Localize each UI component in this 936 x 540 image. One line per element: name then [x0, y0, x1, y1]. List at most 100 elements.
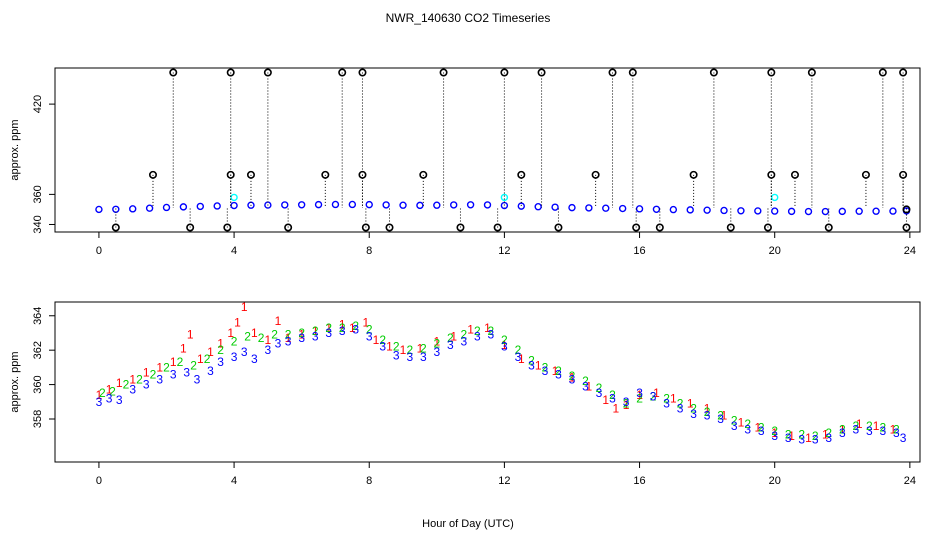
point-label-2: 2: [406, 343, 413, 357]
outlier-point: [807, 68, 816, 77]
point-label-1: 1: [227, 326, 234, 340]
point-label-3: 3: [241, 345, 248, 359]
point-label-2: 2: [339, 321, 346, 335]
point-label-3: 3: [852, 422, 859, 436]
outlier-point: [899, 68, 908, 77]
point-label-3: 3: [771, 429, 778, 443]
point-label-3: 3: [231, 350, 238, 364]
point-label-3: 3: [183, 366, 190, 380]
point-label-2: 2: [150, 367, 157, 381]
data-point: [585, 204, 593, 212]
point-label-2: 2: [177, 355, 184, 369]
point-label-2: 2: [852, 419, 859, 433]
point-label-1: 1: [623, 398, 630, 412]
point-label-1: 1: [275, 314, 282, 328]
data-point: [551, 203, 559, 211]
point-label-2: 2: [366, 323, 373, 337]
outlier-point: [321, 170, 330, 179]
point-label-2: 2: [271, 328, 278, 342]
point-label-2: 2: [393, 340, 400, 354]
point-label-3: 3: [406, 350, 413, 364]
point-label-2: 2: [582, 374, 589, 388]
point-label-3: 3: [758, 424, 765, 438]
data-point: [669, 205, 678, 214]
x-tick-label: 20: [769, 245, 781, 257]
x-tick-label: 4: [231, 475, 237, 487]
outlier-point: [902, 205, 911, 214]
point-label-2: 2: [244, 329, 251, 343]
point-label-2: 2: [298, 326, 305, 340]
point-label-3: 3: [717, 412, 724, 426]
point-label-2: 2: [650, 390, 657, 404]
point-label-3: 3: [447, 338, 454, 352]
point-label-3: 3: [731, 419, 738, 433]
x-tick-label: 0: [96, 475, 102, 487]
point-label-1: 1: [417, 341, 424, 355]
point-label-1: 1: [450, 329, 457, 343]
data-point: [771, 207, 779, 215]
point-label-1: 1: [251, 326, 258, 340]
outlier-point: [358, 68, 367, 77]
point-label-1: 1: [822, 427, 829, 441]
point-label-3: 3: [298, 331, 305, 345]
outlier-point: [655, 223, 664, 232]
point-label-3: 3: [488, 328, 495, 342]
point-label-2: 2: [866, 419, 873, 433]
data-point: [162, 203, 171, 212]
outlier-point: [767, 68, 776, 77]
point-label-1: 1: [670, 391, 677, 405]
data-point: [399, 201, 407, 209]
point-label-1: 1: [738, 415, 745, 429]
point-label-3: 3: [650, 390, 657, 404]
point-label-3: 3: [609, 391, 616, 405]
outlier-point: [591, 170, 600, 179]
point-label-1: 1: [754, 421, 761, 435]
point-label-3: 3: [690, 407, 697, 421]
outlier-point: [284, 223, 293, 232]
point-label-1: 1: [687, 397, 694, 411]
point-label-2: 2: [488, 324, 495, 338]
point-label-1: 1: [467, 323, 474, 337]
point-label-2: 2: [109, 384, 116, 398]
point-label-1: 1: [433, 335, 440, 349]
data-point: [145, 204, 154, 212]
point-label-2: 2: [758, 421, 765, 435]
data-point: [297, 201, 306, 209]
x-tick-label: 8: [366, 245, 372, 257]
point-label-2: 2: [731, 414, 738, 428]
point-label-1: 1: [839, 422, 846, 436]
point-label-2: 2: [312, 324, 319, 338]
point-label-1: 1: [788, 429, 795, 443]
point-label-3: 3: [555, 367, 562, 381]
point-label-3: 3: [474, 329, 481, 343]
point-label-1: 1: [602, 393, 609, 407]
outlier-point: [263, 68, 272, 77]
point-label-3: 3: [275, 336, 282, 350]
point-label-1: 1: [501, 338, 508, 352]
point-label-2: 2: [893, 422, 900, 436]
outlier-point: [169, 68, 178, 77]
point-label-3: 3: [704, 409, 711, 423]
point-label-2: 2: [231, 335, 238, 349]
data-point: [652, 205, 661, 213]
x-tick-label: 12: [498, 475, 510, 487]
y-tick-label: 364: [32, 307, 44, 325]
data-point: [416, 201, 424, 210]
data-point: [635, 205, 644, 213]
data-point: [872, 207, 880, 215]
point-label-3: 3: [312, 329, 319, 343]
x-tick-label: 16: [633, 245, 645, 257]
point-label-3: 3: [623, 395, 630, 409]
point-label-3: 3: [339, 324, 346, 338]
point-label-3: 3: [265, 343, 272, 357]
point-label-2: 2: [325, 321, 332, 335]
top-plot-frame: [54, 67, 921, 233]
point-label-3: 3: [194, 372, 201, 386]
data-point: [230, 193, 238, 202]
point-label-3: 3: [285, 335, 292, 349]
point-label-1: 1: [106, 383, 113, 397]
point-label-3: 3: [461, 335, 468, 349]
outlier-point: [111, 223, 120, 232]
point-label-2: 2: [528, 353, 535, 367]
